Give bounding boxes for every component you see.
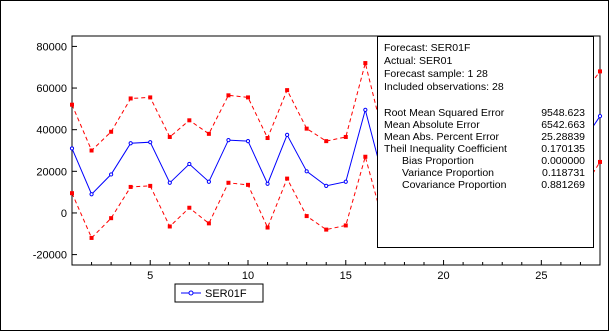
data-point xyxy=(285,88,290,93)
stat-value-covariance: 0.881269 xyxy=(541,179,585,191)
upper-band-line xyxy=(71,54,601,154)
stat-label-rmse: Root Mean Squared Error xyxy=(384,107,505,119)
data-point xyxy=(128,96,133,101)
data-point xyxy=(363,154,368,159)
data-point xyxy=(69,146,75,151)
x-tick-label: 25 xyxy=(535,270,547,282)
data-point xyxy=(148,183,153,188)
data-point xyxy=(265,136,270,141)
data-point xyxy=(109,129,114,134)
data-point xyxy=(70,191,74,196)
stat-label-covariance: Covariance Proportion xyxy=(402,179,507,191)
data-point xyxy=(343,134,348,139)
data-point xyxy=(597,114,603,119)
data-point xyxy=(89,148,94,153)
x-tick-label: 10 xyxy=(242,270,254,282)
y-tick-label: 0 xyxy=(61,208,67,220)
data-point xyxy=(343,179,348,184)
y-tick-label: 80000 xyxy=(36,41,67,53)
stat-label-theil: Theil Inequality Coefficient xyxy=(384,143,507,155)
chart-legend: SER01F xyxy=(174,283,264,303)
data-point xyxy=(206,221,211,226)
data-point xyxy=(226,180,231,185)
x-tick-label: 20 xyxy=(437,270,449,282)
data-point xyxy=(109,216,114,221)
data-point xyxy=(206,131,211,136)
data-point xyxy=(324,227,329,232)
stat-value-theil: 0.170135 xyxy=(541,143,585,155)
y-tick-label: 20000 xyxy=(36,166,67,178)
x-tick-label: 15 xyxy=(340,270,352,282)
data-point xyxy=(226,93,231,98)
data-point xyxy=(304,169,309,174)
data-point xyxy=(226,137,231,143)
lower-band-line xyxy=(71,147,601,242)
data-point xyxy=(148,95,153,100)
data-point xyxy=(343,223,348,228)
data-point xyxy=(128,184,133,189)
stat-value-rmse: 9548.623 xyxy=(541,107,585,119)
data-point xyxy=(265,181,270,186)
stat-value-variance: 0.118731 xyxy=(541,167,585,179)
legend-label: SER01F xyxy=(205,288,247,300)
data-point xyxy=(285,132,290,137)
data-point xyxy=(89,235,94,240)
stat-value-bias: 0.000000 xyxy=(541,155,585,167)
forecast-stats-panel: Forecast: SER01F Actual: SER01 Forecast … xyxy=(377,36,594,248)
data-point xyxy=(128,141,133,146)
stat-label-mae: Mean Absolute Error xyxy=(384,119,480,131)
stat-value-mape: 25.28839 xyxy=(541,131,585,143)
actual-label: Actual: SER01 xyxy=(384,55,453,67)
data-point xyxy=(70,102,74,107)
data-point xyxy=(363,107,368,113)
included-observations-label: Included observations: 28 xyxy=(384,81,504,93)
data-point xyxy=(206,179,211,184)
stat-label-bias: Bias Proportion xyxy=(402,155,474,167)
data-point xyxy=(167,224,172,229)
data-point xyxy=(187,161,192,167)
data-point xyxy=(89,192,94,197)
stat-value-mae: 6542.663 xyxy=(541,119,585,131)
data-point xyxy=(363,61,368,66)
stat-label-variance: Variance Proportion xyxy=(402,167,495,179)
legend-box xyxy=(174,283,264,303)
data-point xyxy=(148,140,153,145)
y-tick-label: 40000 xyxy=(36,125,67,137)
stat-label-mape: Mean Abs. Percent Error xyxy=(384,131,499,143)
data-point xyxy=(324,183,329,188)
data-point xyxy=(167,134,172,139)
legend-marker xyxy=(188,290,194,296)
data-point xyxy=(598,159,602,164)
data-point xyxy=(246,182,250,187)
forecast-label: Forecast: SER01F xyxy=(384,42,471,54)
data-point xyxy=(109,172,114,177)
data-point xyxy=(304,126,309,131)
data-point xyxy=(304,214,309,219)
forecast-sample-label: Forecast sample: 1 28 xyxy=(384,68,488,80)
data-point xyxy=(187,205,192,210)
data-point xyxy=(246,95,250,100)
data-point xyxy=(324,139,329,144)
data-point xyxy=(265,225,270,230)
data-point xyxy=(285,176,290,181)
data-point xyxy=(167,180,172,185)
y-tick-label: 60000 xyxy=(36,83,67,95)
y-tick-label: -20000 xyxy=(33,250,67,262)
x-tick-label: 5 xyxy=(147,270,153,282)
data-point xyxy=(245,139,251,144)
data-point xyxy=(598,69,602,74)
data-point xyxy=(187,118,192,123)
